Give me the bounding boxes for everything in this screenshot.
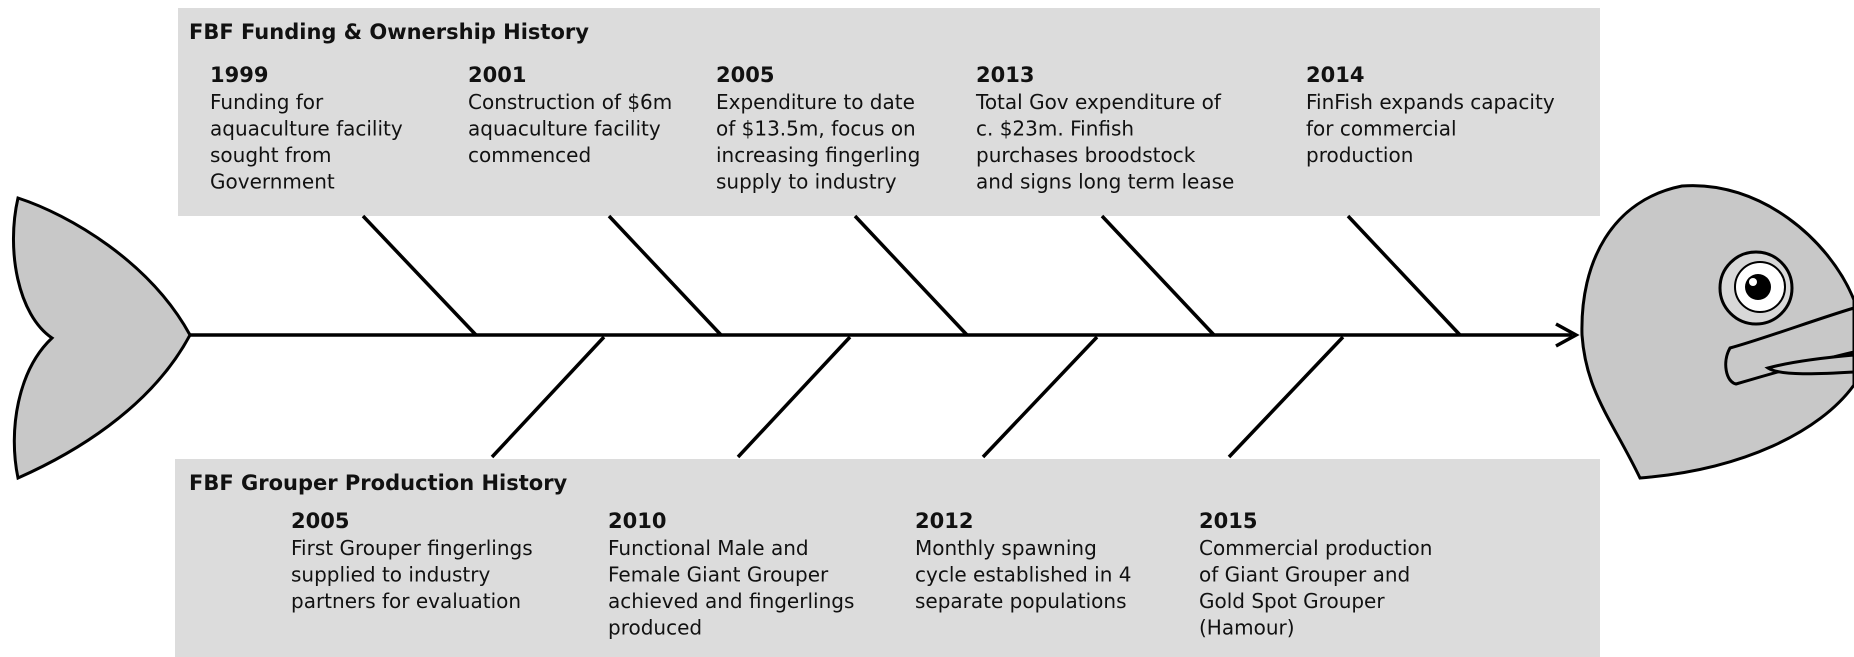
item-year: 2005 bbox=[716, 63, 774, 87]
item-text: of $13.5m, focus on bbox=[716, 117, 916, 141]
item-year: 2010 bbox=[608, 509, 666, 533]
item-text: FinFish expands capacity bbox=[1306, 90, 1555, 114]
bone bbox=[983, 337, 1097, 457]
item-text: production bbox=[1306, 143, 1413, 167]
bone bbox=[738, 337, 850, 457]
item-text: Government bbox=[210, 170, 335, 194]
item-text: supplied to industry bbox=[291, 563, 490, 587]
panel-title: FBF Grouper Production History bbox=[189, 471, 568, 495]
item-text: increasing fingerling bbox=[716, 143, 920, 167]
item-year: 2015 bbox=[1199, 509, 1257, 533]
bone bbox=[1102, 216, 1214, 335]
page: {"top": {"title": "FBF Funding & Ownersh… bbox=[0, 0, 1854, 657]
item-text: (Hamour) bbox=[1199, 616, 1295, 640]
item-text: Expenditure to date bbox=[716, 90, 915, 114]
fishbone-diagram: FBF Funding & Ownership History FBF Grou… bbox=[0, 0, 1854, 657]
bone bbox=[1348, 216, 1460, 335]
item-text: for commercial bbox=[1306, 117, 1457, 141]
item-text: supply to industry bbox=[716, 170, 897, 194]
item-text: and signs long term lease bbox=[976, 170, 1234, 194]
item-text: c. $23m. Finfish bbox=[976, 117, 1134, 141]
item-text: aquaculture facility bbox=[468, 117, 661, 141]
bone bbox=[492, 337, 604, 457]
item-year: 1999 bbox=[210, 63, 268, 87]
item-text: produced bbox=[608, 616, 702, 640]
pupil bbox=[1745, 274, 1771, 300]
bone bbox=[609, 216, 721, 335]
bone bbox=[855, 216, 967, 335]
item-text: Gold Spot Grouper bbox=[1199, 589, 1385, 613]
bone bbox=[363, 216, 476, 335]
item-text: purchases broodstock bbox=[976, 143, 1196, 167]
item-text: cycle established in 4 bbox=[915, 563, 1131, 587]
item-year: 2001 bbox=[468, 63, 526, 87]
item-text: achieved and fingerlings bbox=[608, 589, 854, 613]
bones bbox=[189, 216, 1576, 457]
item-text: First Grouper fingerlings bbox=[291, 536, 533, 560]
item-text: Construction of $6m bbox=[468, 90, 672, 114]
item-year: 2013 bbox=[976, 63, 1034, 87]
item-text: Total Gov expenditure of bbox=[975, 90, 1222, 114]
bone bbox=[1229, 337, 1343, 457]
item-year: 2005 bbox=[291, 509, 349, 533]
item-text: Female Giant Grouper bbox=[608, 563, 829, 587]
item-year: 2014 bbox=[1306, 63, 1364, 87]
item-text: aquaculture facility bbox=[210, 117, 403, 141]
item-text: Funding for bbox=[210, 90, 324, 114]
item-text: Commercial production bbox=[1199, 536, 1432, 560]
item-text: commenced bbox=[468, 143, 591, 167]
item-text: separate populations bbox=[915, 589, 1127, 613]
item-year: 2012 bbox=[915, 509, 973, 533]
item-text: sought from bbox=[210, 143, 331, 167]
item-text: Functional Male and bbox=[608, 536, 809, 560]
item-text: of Giant Grouper and bbox=[1199, 563, 1410, 587]
eye-shine bbox=[1749, 278, 1757, 286]
item-text: Monthly spawning bbox=[915, 536, 1097, 560]
panel-title: FBF Funding & Ownership History bbox=[189, 20, 589, 44]
item-text: partners for evaluation bbox=[291, 589, 521, 613]
fish-tail bbox=[13, 198, 190, 478]
